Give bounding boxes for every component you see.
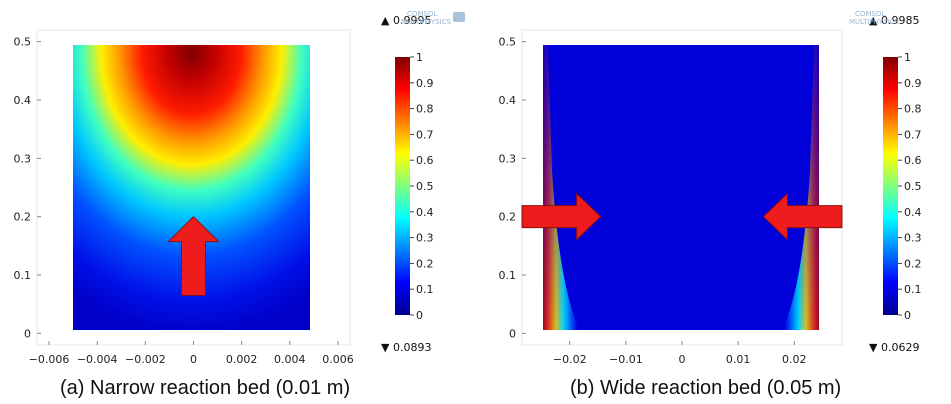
svg-text:COMSOL: COMSOL [855, 10, 885, 18]
max-value: ▲ 0.9995 [381, 14, 431, 27]
x-tick-label: −0.002 [125, 353, 166, 366]
x-tick-label: 0.01 [726, 353, 751, 366]
watermark-logo: COMSOL MULTIPHYSICS [849, 10, 900, 26]
colorbar-tick-label: 0.9 [416, 77, 434, 90]
y-tick-label: 0.4 [499, 94, 517, 107]
x-tick-label: −0.006 [29, 353, 70, 366]
colorbar-tick-label: 0.4 [904, 206, 922, 219]
colorbar-tick-label: 0.6 [416, 154, 434, 167]
caption: (b) Wide reaction bed (0.05 m) [570, 377, 841, 399]
svg-text:MULTIPHYSICS: MULTIPHYSICS [849, 18, 900, 26]
y-tick-label: 0.3 [499, 152, 517, 165]
x-tick-label: 0.004 [274, 353, 306, 366]
field-plot [543, 45, 819, 330]
y-tick-label: 0 [509, 327, 516, 340]
colorbar-tick-label: 0.2 [416, 257, 434, 270]
flow-arrows [521, 192, 843, 241]
colorbar-tick-label: 0.3 [904, 232, 922, 245]
max-value: ▲ 0.9985 [869, 14, 919, 27]
colorbar-tick-label: 0.1 [416, 283, 434, 296]
x-axis-ticks: −0.006 −0.004 −0.002 0 0.002 0.004 0.006 [29, 341, 354, 366]
colorbar-tick-label: 0.7 [904, 128, 922, 141]
colorbar-tick-label: 0.2 [904, 257, 922, 270]
y-tick-label: 0.4 [14, 94, 32, 107]
flow-arrow [521, 192, 602, 241]
y-tick-label: 0.2 [14, 211, 32, 224]
x-tick-label: 0.002 [226, 353, 258, 366]
y-tick-label: 0.1 [499, 269, 517, 282]
colorbar-tick-label: 0 [904, 309, 911, 322]
colorbar-tick-label: 0 [416, 309, 423, 322]
wall-gradients [543, 45, 819, 330]
colorbar-tick-label: 0.5 [416, 180, 434, 193]
y-tick-label: 0.1 [14, 269, 32, 282]
svg-text:COMSOL: COMSOL [407, 10, 437, 18]
y-tick-label: 0 [24, 327, 31, 340]
x-tick-label: −0.004 [77, 353, 118, 366]
x-tick-label: 0.02 [782, 353, 807, 366]
y-axis-ticks: 0 0.1 0.2 0.3 0.4 0.5 [14, 36, 41, 340]
caption: (a) Narrow reaction bed (0.01 m) [60, 377, 350, 399]
colorbar-tick-label: 0.8 [416, 103, 434, 116]
colorbar-tick-label: 0.7 [416, 128, 434, 141]
colorbar-ticks: 0 0.1 0.2 0.3 0.4 0.5 0.6 0.7 0.8 0.9 1 [898, 51, 922, 322]
x-axis-ticks: −0.02 −0.01 0 0.01 0.02 [553, 341, 807, 366]
colorbar-ticks: 0 0.1 0.2 0.3 0.4 0.5 0.6 0.7 0.8 0.9 1 [410, 51, 434, 322]
y-tick-label: 0.3 [14, 152, 32, 165]
y-tick-label: 0.5 [499, 36, 517, 49]
colorbar [883, 57, 898, 315]
watermark-logo: COMSOL MULTIPHYSICS [401, 10, 465, 26]
svg-text:MULTIPHYSICS: MULTIPHYSICS [401, 18, 452, 26]
x-tick-label: 0 [190, 353, 197, 366]
flow-arrow [762, 192, 843, 241]
flow-arrows [167, 215, 220, 296]
y-axis-ticks: 0 0.1 0.2 0.3 0.4 0.5 [499, 36, 526, 340]
panel-wide-bed: −0.02 −0.01 0 0.01 0.02 0 0.1 0.2 0.3 0.4 0.5 0 0.… [499, 10, 922, 399]
min-value: ▼ 0.0629 [869, 341, 919, 354]
x-tick-label: 0.006 [322, 353, 354, 366]
flow-arrow [167, 215, 220, 296]
colorbar-tick-label: 0.3 [416, 232, 434, 245]
x-tick-label: −0.02 [553, 353, 587, 366]
colorbar-tick-label: 0.5 [904, 180, 922, 193]
panel-narrow-bed: −0.006 −0.004 −0.002 0 0.002 0.004 0.006 00.10… [14, 10, 465, 399]
colorbar [395, 57, 410, 315]
x-tick-label: 0 [679, 353, 686, 366]
y-tick-label: 0.5 [14, 36, 32, 49]
colorbar-tick-label: 1 [904, 51, 911, 64]
colorbar-tick-label: 1 [416, 51, 423, 64]
colorbar-tick-label: 0.9 [904, 77, 922, 90]
x-tick-label: −0.01 [609, 353, 643, 366]
colorbar-tick-label: 0.4 [416, 206, 434, 219]
colorbar-tick-label: 0.8 [904, 103, 922, 116]
min-value: ▼ 0.0893 [381, 341, 431, 354]
y-tick-label: 0.2 [499, 211, 517, 224]
colorbar-tick-label: 0.1 [904, 283, 922, 296]
colorbar-tick-label: 0.6 [904, 154, 922, 167]
